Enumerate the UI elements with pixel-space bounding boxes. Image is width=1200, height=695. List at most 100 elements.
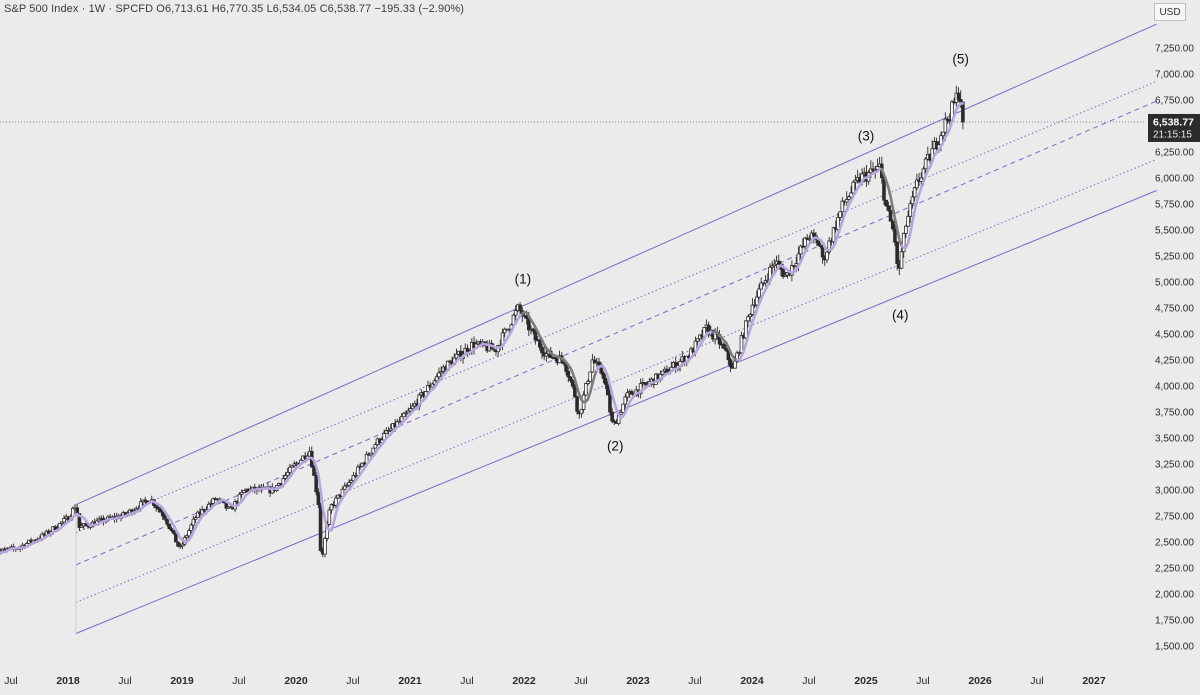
y-axis-tick-label: 4,750.00 — [1155, 304, 1194, 315]
candle-body — [174, 532, 178, 543]
currency-button[interactable]: USD — [1154, 3, 1186, 21]
candle-body — [790, 265, 794, 276]
price-badge-background — [1148, 113, 1200, 142]
candle-body — [318, 504, 323, 552]
candle-body — [748, 314, 753, 318]
candle-body — [908, 203, 913, 217]
candle-body — [638, 383, 643, 395]
x-axis-tick-label: 2021 — [398, 675, 422, 687]
candle-body — [625, 392, 630, 398]
symbol-legend[interactable]: S&P 500 Index · 1W · SPCFD O6,713.61 H6,… — [4, 3, 464, 15]
candle-body — [169, 528, 174, 531]
candle-body — [831, 227, 836, 243]
candle-body — [592, 359, 597, 364]
candle-body — [316, 491, 321, 506]
candle-body — [360, 462, 365, 467]
candle-body — [746, 316, 750, 322]
candle-body — [910, 196, 915, 205]
candle-body — [566, 370, 571, 378]
candle-body — [893, 228, 897, 243]
candle-body — [178, 545, 183, 548]
candle-body — [342, 485, 347, 490]
y-axis-tick-label: 3,000.00 — [1155, 486, 1194, 497]
candle-body — [621, 403, 625, 413]
moving-average-line — [0, 312, 524, 555]
candle-body — [597, 361, 601, 366]
candle-body — [945, 118, 950, 121]
ohlc-high: H6,770.35 — [211, 3, 264, 15]
candle-body — [426, 385, 430, 392]
candle-body — [211, 498, 215, 504]
candle-body — [757, 288, 761, 298]
candle-body — [605, 383, 610, 396]
candle-body — [79, 525, 84, 528]
candle-body — [601, 372, 606, 379]
candle-body — [156, 507, 161, 510]
candle-body — [573, 385, 577, 398]
candle-body — [358, 465, 362, 468]
candle-body — [772, 263, 777, 267]
price-badge: 6,538.77 21:15:15 — [1148, 113, 1200, 142]
candle-body — [586, 381, 590, 384]
candle-body — [410, 405, 415, 410]
ohlc-low: L6,534.05 — [266, 3, 317, 15]
x-axis-tick-label: 2026 — [968, 675, 992, 687]
candle-body — [513, 310, 518, 316]
candle-body — [165, 518, 169, 525]
x-axis[interactable]: Jul 2018 Jul 2019 Jul 2020 Jul 2021 Jul 2022 Jul 20… — [4, 675, 1106, 687]
y-axis[interactable]: 1,500.00 1,750.00 2,000.00 2,250.00 2,500.00… — [1155, 44, 1194, 653]
candle-body — [283, 475, 288, 479]
candle-body — [176, 541, 180, 547]
price-badge-price: 6,538.77 — [1153, 116, 1194, 128]
candle-body — [783, 274, 788, 277]
moving-average-layer — [0, 102, 965, 555]
x-axis-tick-label: Jul — [460, 675, 473, 687]
candle-body — [836, 217, 840, 230]
x-axis-tick-label: 2022 — [512, 675, 536, 687]
candle-body — [724, 347, 728, 352]
candle-body — [781, 268, 785, 277]
channel-lower-quarter-line — [75, 158, 1157, 603]
y-axis-tick-label: 2,750.00 — [1155, 512, 1194, 523]
interval: 1W — [88, 3, 106, 15]
separator-dot: · — [108, 3, 116, 15]
candle-body — [755, 296, 759, 306]
moving-average-correction-line — [520, 310, 599, 404]
candle-body — [608, 394, 612, 413]
x-axis-tick-label: Jul — [1030, 675, 1043, 687]
candle-body — [919, 177, 924, 182]
candle-body — [77, 513, 82, 528]
wave-label: (1) — [515, 272, 532, 287]
candle-body — [397, 420, 402, 423]
candle-body — [838, 211, 842, 218]
candle-body — [507, 328, 511, 331]
candle-body — [434, 376, 439, 382]
x-axis-tick-label: Jul — [346, 675, 359, 687]
candle-body — [923, 158, 928, 170]
candle-body — [195, 511, 200, 519]
candle-body — [406, 410, 411, 414]
candle-body — [351, 475, 356, 482]
candle-body — [575, 396, 579, 412]
x-axis-tick-label: Jul — [118, 675, 131, 687]
candle-body — [798, 245, 803, 255]
candle-body — [570, 380, 575, 387]
candle-body — [568, 376, 573, 381]
candle-body — [722, 343, 726, 349]
candle-body — [584, 383, 588, 396]
candle-body — [347, 482, 351, 486]
candle-body — [890, 220, 895, 230]
y-axis-tick-label: 5,500.00 — [1155, 226, 1194, 237]
candle-body — [432, 380, 437, 385]
x-axis-tick-label: Jul — [574, 675, 587, 687]
x-axis-tick-label: Jul — [4, 675, 17, 687]
candle-body — [956, 92, 961, 100]
candle-body — [312, 466, 316, 476]
candle-body — [167, 523, 172, 529]
candle-body — [840, 200, 845, 213]
price-change: −195.33 (−2.90%) — [374, 3, 465, 15]
candle-body — [827, 240, 831, 253]
candle-body — [454, 353, 459, 359]
